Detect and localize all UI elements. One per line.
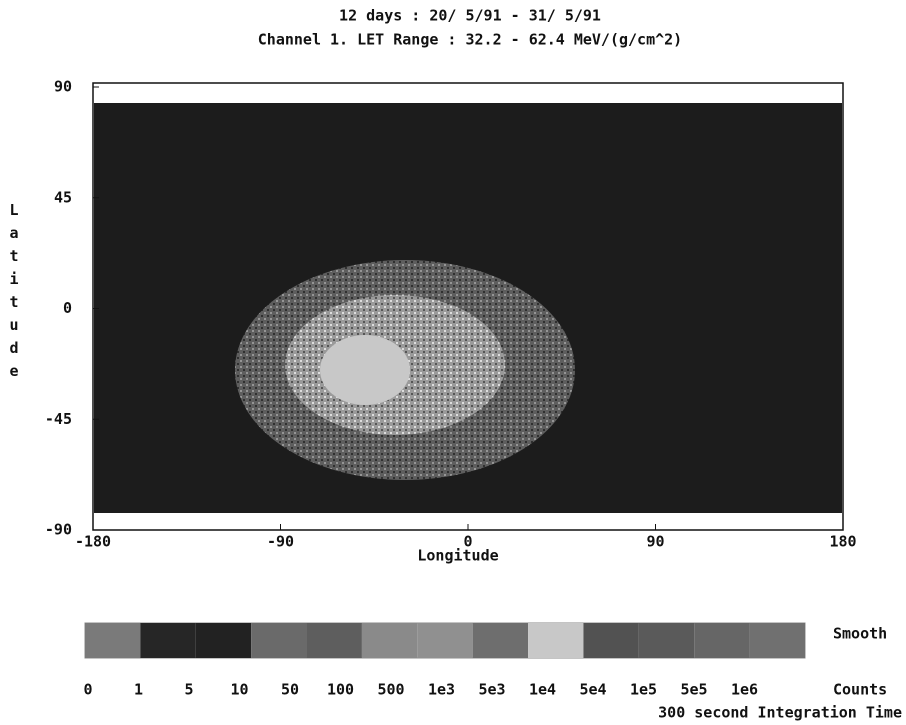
colorbar-tick-label: 100 [327, 681, 354, 699]
colorbar-segment [472, 623, 529, 658]
colorbar-segment [528, 623, 584, 658]
colorbar-segment [749, 623, 805, 658]
y-tick-label: -45 [45, 410, 72, 428]
colorbar-tick-label: 1e4 [529, 681, 556, 699]
colorbar-tick-label: 5e5 [680, 681, 707, 699]
chart-subtitle: Channel 1. LET Range : 32.2 - 62.4 MeV/(… [258, 31, 682, 49]
smooth-label: Smooth [833, 625, 887, 643]
integration-label: 300 second Integration Time [658, 704, 902, 722]
x-tick-label: 90 [646, 533, 664, 551]
colorbar-segment [306, 623, 362, 658]
colorbar-segment [85, 623, 141, 658]
colorbar-tick-label: 50 [281, 681, 299, 699]
chart-title: 12 days : 20/ 5/91 - 31/ 5/91 [339, 7, 601, 25]
colorbar-tick-label: 1e3 [428, 681, 455, 699]
colorbar-segment [361, 623, 418, 658]
colorbar-segment [638, 623, 695, 658]
counts-label: Counts [833, 681, 887, 699]
colorbar-segment [583, 623, 639, 658]
x-tick-label: -90 [267, 533, 294, 551]
colorbar-tick-label: 5e4 [579, 681, 606, 699]
colorbar-tick-label: 500 [377, 681, 404, 699]
y-tick-label: 90 [54, 78, 72, 96]
colorbar-segment [251, 623, 307, 658]
y-tick-label: -90 [45, 521, 72, 539]
x-axis-label: Longitude [417, 547, 498, 565]
colorbar-segment [140, 623, 196, 658]
y-tick-label: 45 [54, 188, 72, 206]
y-tick-label: 0 [63, 299, 72, 317]
colorbar-segment [694, 623, 750, 658]
colorbar-segment [417, 623, 473, 658]
x-tick-label: 180 [829, 533, 856, 551]
colorbar-tick-label: 1 [134, 681, 143, 699]
anomaly-core [320, 335, 410, 405]
colorbar-tick-label: 5 [184, 681, 193, 699]
colorbar-tick-label: 1e5 [630, 681, 657, 699]
x-tick-label: 0 [463, 533, 472, 551]
colorbar-tick-label: 1e6 [731, 681, 758, 699]
colorbar-tick-label: 10 [230, 681, 248, 699]
x-tick-label: -180 [75, 533, 111, 551]
colorbar-tick-label: 0 [83, 681, 92, 699]
colorbar-tick-label: 5e3 [478, 681, 505, 699]
colorbar-segment [195, 623, 252, 658]
